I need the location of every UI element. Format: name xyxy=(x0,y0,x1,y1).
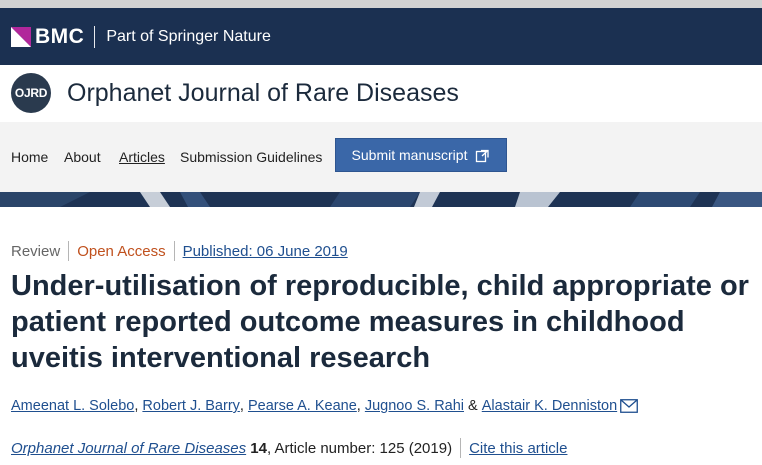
author-link[interactable]: Ameenat L. Solebo xyxy=(11,398,135,414)
publisher-tagline: Part of Springer Nature xyxy=(106,28,271,45)
nav-about[interactable]: About xyxy=(64,149,101,165)
author-separator: , xyxy=(134,398,143,414)
email-icon[interactable] xyxy=(620,399,639,413)
author-separator: , xyxy=(356,398,365,414)
author-separator: & xyxy=(464,398,482,414)
journal-logo[interactable]: OJRD xyxy=(11,73,51,113)
author-link[interactable]: Robert J. Barry xyxy=(142,398,240,414)
submit-button-label: Submit manuscript xyxy=(351,147,468,163)
journal-nav: Home About Articles Submission Guideline… xyxy=(0,122,762,192)
bmc-triangle-icon xyxy=(11,27,31,47)
article-title: Under-utilisation of reproducible, child… xyxy=(11,270,749,374)
meta-divider xyxy=(173,241,175,261)
nav-home[interactable]: Home xyxy=(11,149,49,165)
author-link[interactable]: Pearse A. Keane xyxy=(247,398,357,414)
submit-manuscript-button[interactable]: Submit manuscript xyxy=(335,138,507,172)
author-separator: , xyxy=(239,398,248,414)
logo-divider xyxy=(94,26,96,48)
citation-divider xyxy=(460,438,462,458)
journal-header: OJRD Orphanet Journal of Rare Diseases xyxy=(0,65,762,123)
citation-journal-link[interactable]: Orphanet Journal of Rare Diseases xyxy=(11,439,247,457)
banner-pattern xyxy=(0,192,762,207)
publisher-header: BMC Part of Springer Nature xyxy=(0,8,762,65)
nav-articles[interactable]: Articles xyxy=(119,149,165,165)
top-border xyxy=(0,0,762,8)
external-link-icon xyxy=(476,149,490,162)
author-link[interactable]: Alastair K. Denniston xyxy=(481,398,618,414)
article-type: Review xyxy=(11,242,61,260)
meta-divider xyxy=(68,241,70,261)
journal-title[interactable]: Orphanet Journal of Rare Diseases xyxy=(67,79,459,107)
bmc-wordmark: BMC xyxy=(35,25,85,48)
citation-article-info: , Article number: 125 (2019) xyxy=(266,439,453,457)
cite-this-article-link[interactable]: Cite this article xyxy=(469,439,568,457)
bmc-logo[interactable]: BMC Part of Springer Nature xyxy=(11,25,271,48)
nav-submission-guidelines[interactable]: Submission Guidelines xyxy=(180,149,323,165)
published-date-link[interactable]: Published: 06 June 2019 xyxy=(182,242,348,260)
author-list: Ameenat L. Solebo, Robert J. Barry, Pear… xyxy=(11,398,639,414)
journal-banner-image xyxy=(0,192,762,207)
citation-volume: 14 xyxy=(250,439,267,457)
article-meta: Review Open Access Published: 06 June 20… xyxy=(11,241,348,261)
author-link[interactable]: Jugnoo S. Rahi xyxy=(364,398,465,414)
open-access-label: Open Access xyxy=(77,242,166,260)
citation-line: Orphanet Journal of Rare Diseases 14 , A… xyxy=(11,438,567,458)
